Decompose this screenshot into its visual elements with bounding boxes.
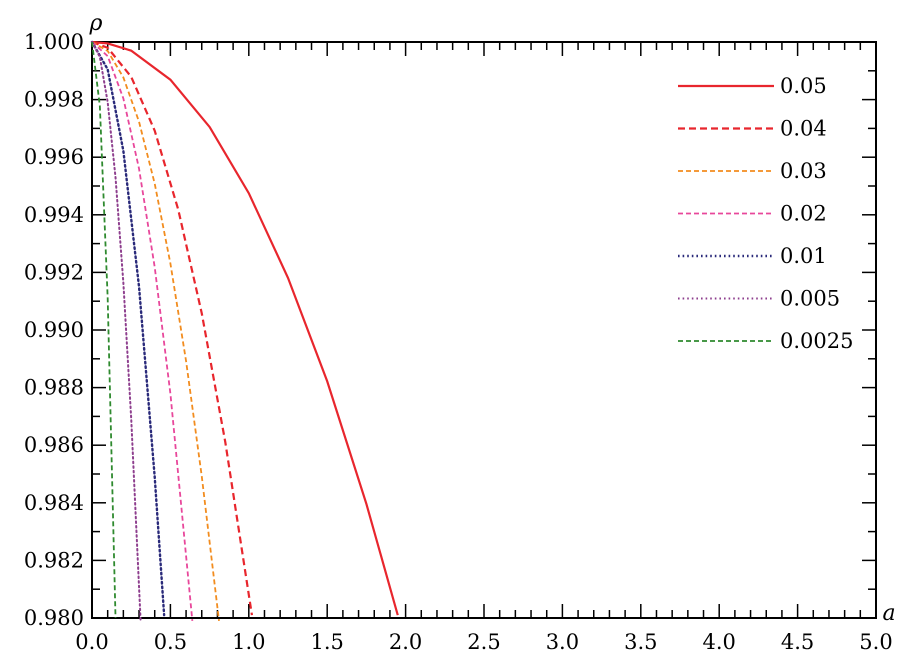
x-tick-label: 3.5	[624, 630, 657, 654]
x-axis-title: a	[882, 601, 895, 626]
series-line-0.03	[91, 41, 220, 621]
legend-label: 0.05	[780, 74, 827, 98]
legend: 0.05 0.04 0.03 0.02 0.01 0.005 0.0025	[678, 74, 853, 353]
series-line-0.0025	[91, 41, 117, 619]
x-tick-label: 2.0	[389, 630, 422, 654]
series-lines	[90, 40, 399, 622]
x-tick-label: 0.0	[75, 630, 108, 654]
x-tick-label: 1.0	[232, 630, 265, 654]
y-tick-label: 0.994	[24, 203, 84, 227]
y-tick-label: 0.986	[24, 433, 84, 457]
x-tick-label: 4.5	[781, 630, 814, 654]
y-tick-label: 1.000	[24, 30, 84, 54]
series-line-0.04	[91, 40, 254, 616]
x-tick-label: 5.0	[859, 630, 892, 654]
x-tick-label: 3.0	[546, 630, 579, 654]
legend-label: 0.01	[780, 244, 827, 268]
y-tick-label: 0.990	[24, 318, 84, 342]
y-tick-label: 0.984	[24, 491, 84, 515]
x-tick-label: 4.0	[702, 630, 735, 654]
y-axis-title: ρ	[89, 11, 103, 36]
y-tick-label: 0.992	[24, 260, 84, 284]
y-tick-label: 0.998	[24, 88, 84, 112]
axes: 0.0 0.5 1.0 1.5 2.0 2.5 3.0 3.5 4.0 4.5 5.0 0.980 0.…	[24, 30, 893, 654]
x-tick-label: 2.5	[467, 630, 500, 654]
legend-label: 0.0025	[780, 329, 853, 353]
y-tick-label: 0.988	[24, 376, 84, 400]
x-tick-label: 0.5	[154, 630, 187, 654]
legend-label: 0.03	[780, 159, 827, 183]
series-line-0.01	[90, 40, 166, 617]
legend-label: 0.02	[780, 202, 827, 226]
series-line-0.05	[91, 40, 399, 616]
legend-label: 0.005	[780, 287, 840, 311]
x-tick-label: 1.5	[310, 630, 343, 654]
y-tick-label: 0.980	[24, 606, 84, 630]
series-line-0.005	[91, 41, 142, 622]
series-line-0.02	[91, 41, 194, 621]
legend-label: 0.04	[780, 117, 827, 141]
y-tick-label: 0.982	[24, 548, 84, 572]
y-tick-label: 0.996	[24, 145, 84, 169]
